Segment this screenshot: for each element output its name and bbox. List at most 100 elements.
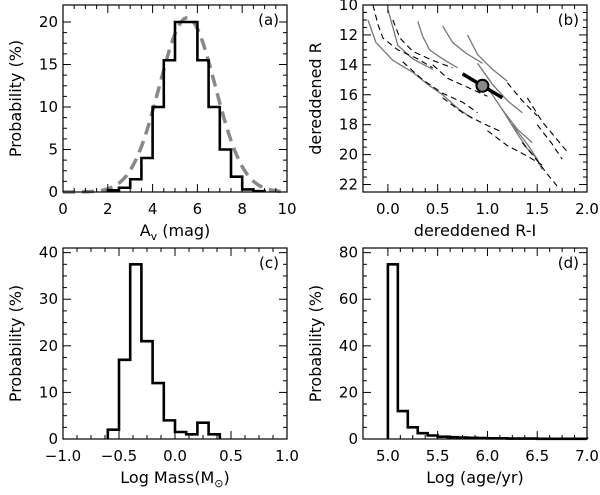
x-tick-label: 0.5 <box>426 200 450 218</box>
histogram-series <box>106 263 222 439</box>
y-tick-label: 20 <box>39 337 58 355</box>
histogram-bin <box>209 434 220 439</box>
plot-frame <box>62 247 288 440</box>
x-tick-label: 2 <box>103 200 113 218</box>
solid-track <box>442 25 483 64</box>
dashed-track <box>521 142 558 187</box>
histogram-bin <box>164 60 175 192</box>
histogram-bin <box>130 179 141 192</box>
panel-label: (c) <box>259 254 279 272</box>
x-tick-label: 0 <box>58 200 68 218</box>
x-tick-label: 8 <box>237 200 247 218</box>
y-tick-label: 16 <box>339 86 358 104</box>
x-tick-label: 10 <box>277 200 296 218</box>
x-tick-label: 1.5 <box>525 200 549 218</box>
histogram-bin <box>119 188 130 192</box>
y-tick-label: 5 <box>48 141 58 159</box>
panel-a: 0 2 4 6 8 10 0 5 10 15 20 (a) Probability (%) Av (mag… <box>6 4 297 243</box>
panel-b: 0.0 0.5 1.0 1.5 2.0 10 12 14 16 18 20 22 (b) deredden… <box>306 0 599 240</box>
histogram-bin <box>186 434 197 439</box>
dashed-track <box>536 124 563 160</box>
x-axis-label: Log (age/yr) <box>426 468 523 487</box>
dashed-track <box>372 5 433 69</box>
y-tick-label: 22 <box>339 176 358 194</box>
y-tick-label: 20 <box>339 146 358 164</box>
dashed-track <box>506 82 538 117</box>
histogram-bin <box>231 177 242 192</box>
y-tick-label: 0 <box>48 430 58 448</box>
solid-track <box>367 19 473 120</box>
x-tick-label: 6.5 <box>525 447 549 465</box>
y-tick-label: 40 <box>39 244 58 262</box>
y-axis-label: Probability (%) <box>306 285 325 402</box>
solid-track <box>476 62 523 114</box>
y-tick-label: 10 <box>339 0 358 14</box>
y-tick-label: 10 <box>39 98 58 116</box>
x-tick-label: −0.5 <box>101 447 137 465</box>
x-tick-label: 4 <box>148 200 158 218</box>
x-axis-label: Av (mag) <box>140 221 211 243</box>
histogram-bin <box>220 150 231 193</box>
y-tick-label: 80 <box>339 244 358 262</box>
x-tick-label: 7.0 <box>575 447 599 465</box>
star-marker <box>475 78 490 93</box>
dashed-track <box>392 19 453 69</box>
histogram-bin <box>388 264 398 439</box>
histogram-bin <box>175 432 186 439</box>
dashed-track <box>442 97 503 133</box>
x-tick-label: 0.5 <box>219 447 243 465</box>
histogram-bin <box>418 433 428 439</box>
dashed-track <box>487 130 543 166</box>
y-tick-label: 0 <box>348 430 358 448</box>
y-axis-label: Probability (%) <box>6 40 25 157</box>
y-tick-label: 15 <box>39 56 58 74</box>
panel-label: (d) <box>558 254 579 272</box>
histogram-bin <box>164 420 175 439</box>
y-tick-label: 20 <box>39 13 58 31</box>
x-axis-label: Log Mass(M⊙) <box>120 468 229 490</box>
histogram-bin <box>197 60 208 192</box>
histogram-bin <box>141 158 152 192</box>
x-tick-label: 6 <box>193 200 203 218</box>
solid-track <box>511 124 543 170</box>
x-tick-label: 2.0 <box>575 200 599 218</box>
solid-track <box>417 21 458 69</box>
dashed-track <box>432 64 488 97</box>
x-axis-label: dereddened R-I <box>414 221 536 240</box>
solid-track <box>387 9 434 70</box>
histogram-bin <box>153 107 164 192</box>
y-tick-label: 60 <box>339 290 358 308</box>
histogram-series <box>106 20 266 193</box>
dashed-track <box>402 61 478 114</box>
y-tick-label: 18 <box>339 116 358 134</box>
y-tick-label: 40 <box>339 337 358 355</box>
histogram-bin <box>398 411 408 439</box>
panel-c: −1.0 −0.5 0.0 0.5 1.0 0 10 20 30 40 (c) Probability… <box>6 244 299 490</box>
dashed-track <box>526 97 568 152</box>
histogram-series <box>386 263 589 441</box>
x-tick-label: −1.0 <box>45 447 81 465</box>
histogram-bin <box>186 22 197 192</box>
x-tick-label: 1.0 <box>476 200 500 218</box>
panel-label: (b) <box>558 11 579 29</box>
solid-track <box>486 86 533 144</box>
y-axis-label: Probability (%) <box>6 285 25 402</box>
histogram-bin <box>153 383 164 439</box>
x-tick-label: 6.0 <box>476 447 500 465</box>
x-tick-label: 5.5 <box>426 447 450 465</box>
x-tick-label: 0.0 <box>376 200 400 218</box>
histogram-bin <box>209 107 220 192</box>
y-tick-label: 30 <box>39 290 58 308</box>
histogram-bin <box>175 22 186 192</box>
plot-frame <box>362 4 588 193</box>
panel-label: (a) <box>258 11 279 29</box>
y-tick-label: 14 <box>339 56 358 74</box>
histogram-bin <box>119 360 130 439</box>
x-tick-label: 1.0 <box>275 447 299 465</box>
x-tick-label: 5.0 <box>376 447 400 465</box>
y-tick-label: 0 <box>48 183 58 201</box>
histogram-bin <box>141 341 152 439</box>
y-tick-label: 12 <box>339 26 358 44</box>
